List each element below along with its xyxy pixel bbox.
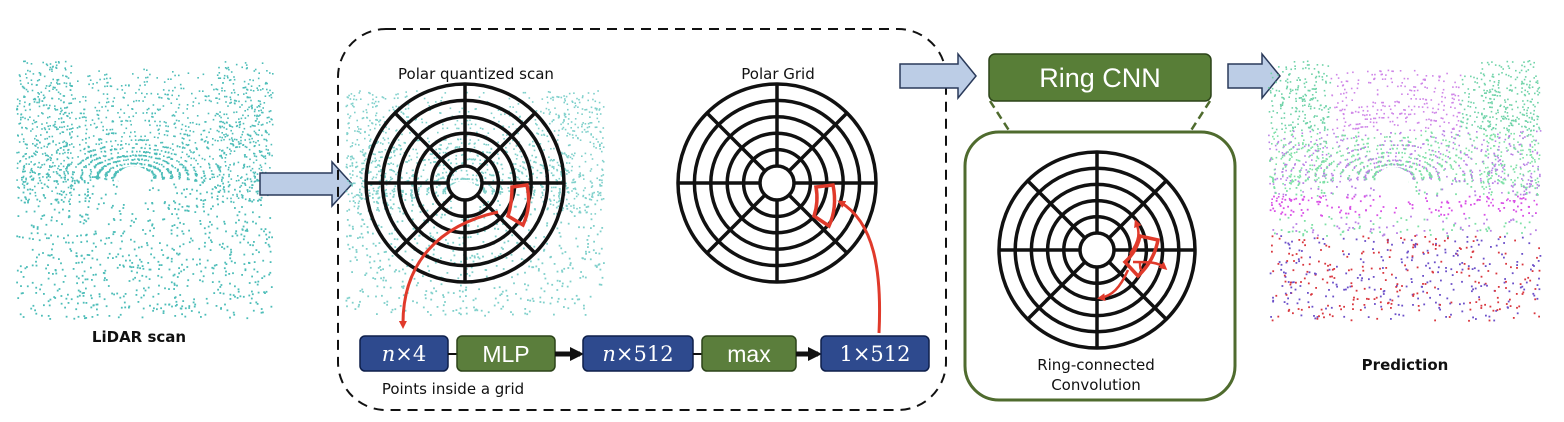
red-curved-arrow-icon <box>1128 219 1142 255</box>
tensor-box-n4-text: n×4 <box>382 342 427 366</box>
polar-quantized-scan-label: Polar quantized scan <box>398 65 554 83</box>
red-curved-arrow-icon <box>1132 260 1168 270</box>
max-box-text: max <box>727 341 771 367</box>
feature-extraction-panel <box>337 28 947 411</box>
polar-grid-icon <box>364 82 566 284</box>
highlight-cell <box>505 183 531 228</box>
lidar-scan-image <box>16 60 274 320</box>
prediction-label: Prediction <box>1362 356 1449 374</box>
polar-grid-label: Polar Grid <box>741 65 814 83</box>
points-inside-grid-label: Points inside a grid <box>382 380 524 398</box>
red-curved-arrow-icon <box>1097 269 1130 302</box>
pipeline: n×4 MLP n×512 max 1×512 <box>359 335 930 372</box>
block-arrow-icon <box>259 160 354 208</box>
highlight-cell <box>811 183 837 229</box>
polar-grid-icon <box>676 82 878 284</box>
ring-cnn-label: Ring CNN <box>1039 63 1161 93</box>
mlp-box-text: MLP <box>482 341 529 367</box>
ring-connected-label-line2: Convolution <box>1051 376 1141 394</box>
block-arrow-icon <box>1227 51 1281 101</box>
tensor-box-n512-text: n×512 <box>602 342 673 366</box>
block-arrow-icon <box>899 51 977 101</box>
conv-kernel-highlight <box>1122 233 1161 279</box>
red-curved-arrow-icon <box>837 200 882 334</box>
tensor-box-1x512 <box>820 335 930 372</box>
polar-grid-icon <box>997 150 1197 350</box>
lidar-scan-label: LiDAR scan <box>92 328 186 346</box>
ring-connected-label-line1: Ring-connected <box>1037 356 1155 374</box>
red-curved-arrow-icon <box>398 210 499 329</box>
tensor-box-1x512-text: 1×512 <box>839 342 910 366</box>
ring-cnn-box <box>988 53 1212 102</box>
prediction-image <box>1268 60 1542 322</box>
